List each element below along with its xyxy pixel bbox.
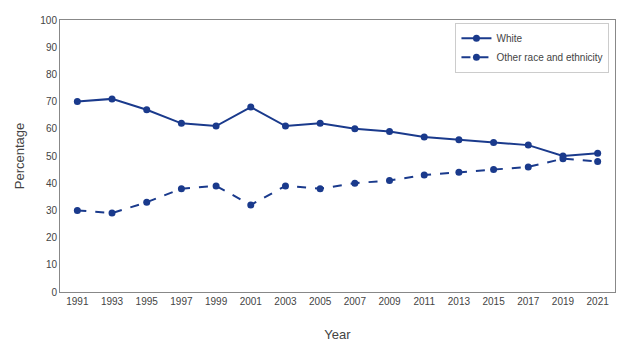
svg-text:0: 0 <box>51 287 57 298</box>
svg-text:2001: 2001 <box>240 296 263 307</box>
svg-text:2015: 2015 <box>482 296 505 307</box>
svg-text:40: 40 <box>46 178 58 189</box>
svg-text:70: 70 <box>46 96 58 107</box>
svg-text:60: 60 <box>46 123 58 134</box>
svg-text:2011: 2011 <box>413 296 435 307</box>
svg-text:2003: 2003 <box>274 296 297 307</box>
svg-text:50: 50 <box>46 151 58 162</box>
svg-text:1999: 1999 <box>205 296 228 307</box>
svg-text:30: 30 <box>46 205 58 216</box>
svg-text:2013: 2013 <box>448 296 471 307</box>
svg-text:2007: 2007 <box>344 296 367 307</box>
svg-text:2009: 2009 <box>378 296 401 307</box>
svg-text:Year: Year <box>324 327 351 342</box>
svg-text:80: 80 <box>46 69 58 80</box>
svg-text:Percentage: Percentage <box>12 123 27 190</box>
svg-text:1993: 1993 <box>101 296 124 307</box>
svg-text:10: 10 <box>46 259 58 270</box>
svg-text:1991: 1991 <box>66 296 89 307</box>
svg-text:2005: 2005 <box>309 296 332 307</box>
svg-text:20: 20 <box>46 232 58 243</box>
svg-text:2019: 2019 <box>552 296 575 307</box>
svg-text:White: White <box>496 33 522 44</box>
svg-text:100: 100 <box>40 15 57 26</box>
svg-text:1997: 1997 <box>170 296 193 307</box>
svg-text:2021: 2021 <box>587 296 610 307</box>
svg-text:Other race and ethnicity: Other race and ethnicity <box>496 52 602 63</box>
svg-text:2017: 2017 <box>517 296 540 307</box>
svg-text:1995: 1995 <box>136 296 159 307</box>
svg-text:90: 90 <box>46 42 58 53</box>
